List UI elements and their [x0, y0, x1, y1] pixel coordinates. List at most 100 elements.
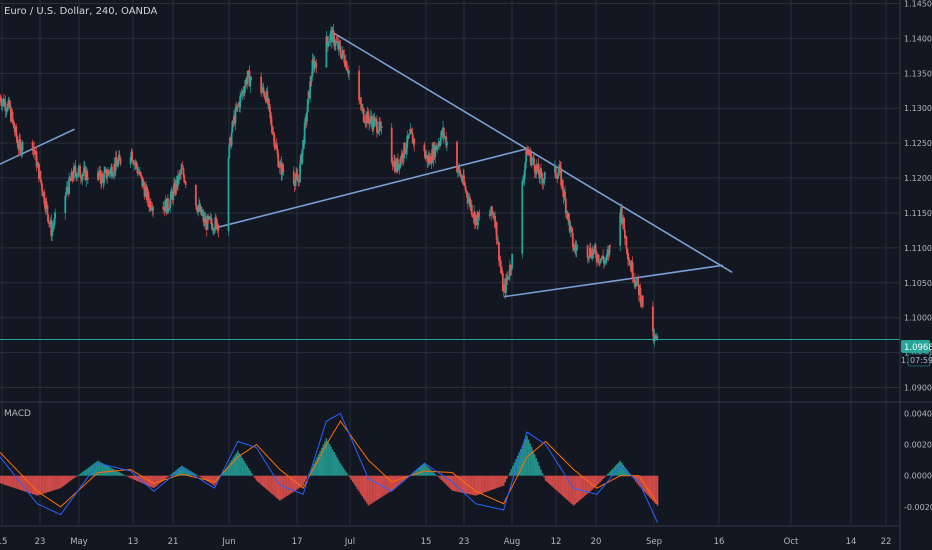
candle-body — [53, 218, 56, 226]
candle-body — [271, 125, 273, 133]
candle-body — [12, 119, 15, 122]
macd-hist-bar — [44, 475, 46, 494]
candle-body — [77, 168, 80, 175]
macd-hist-bar — [387, 475, 390, 493]
candle-body — [429, 156, 432, 164]
candle-body — [194, 184, 197, 205]
candle-body — [628, 260, 631, 266]
macd-hist-bar — [25, 475, 28, 492]
macd-hist-bar — [191, 472, 194, 476]
macd-hist-bar — [656, 475, 659, 506]
candle-body — [294, 179, 297, 187]
macd-signal-line — [0, 420, 658, 508]
time-tick-label: 17 — [292, 537, 303, 547]
macd-hist-bar — [389, 475, 391, 492]
candle-body — [315, 63, 318, 68]
candle-body — [260, 76, 263, 94]
macd-hist-bar — [322, 444, 325, 476]
price-axis[interactable]: 1.14500 1.14000 1.13500 1.13000 1.12500 1.120… — [904, 0, 932, 393]
candle-body — [459, 170, 462, 176]
macd-hist-bar — [384, 475, 387, 495]
candle-body — [168, 208, 171, 210]
macd-hist-bar — [104, 464, 107, 476]
candle-body — [75, 172, 78, 178]
macd-hist-bar — [153, 475, 155, 489]
macd-hist-bar — [272, 475, 275, 496]
candle-body — [311, 59, 314, 77]
macd-hist-bar — [325, 438, 328, 476]
macd-hist-bar — [397, 475, 399, 486]
candle-body — [69, 177, 71, 181]
macd-hist-bar — [366, 475, 368, 504]
macd-hist-bar — [617, 462, 620, 476]
candle-body — [627, 259, 630, 261]
candle-body — [410, 128, 413, 133]
macd-hist-bar — [258, 475, 261, 484]
trendline — [218, 147, 528, 228]
macd-hist-bar — [603, 475, 606, 478]
macd-hist-bar — [594, 475, 597, 487]
candle-body — [310, 76, 313, 82]
macd-hist-bar — [291, 475, 294, 493]
macd-hist-bar — [423, 463, 426, 476]
macd-hist-bar — [610, 470, 612, 476]
macd-hist-bar — [181, 465, 183, 476]
time-axis[interactable]: 15 23 May 13 21 Jun 17 Jul 15 23 Aug 12 20 Sep 16 Oct 14… — [0, 537, 891, 547]
macd-hist-bar — [10, 475, 12, 487]
macd-hist-bar — [48, 475, 51, 492]
candle-body — [438, 143, 441, 145]
macd-hist-bar — [501, 475, 503, 487]
candle-body — [81, 175, 84, 181]
macd-hist-bar — [530, 447, 533, 476]
candle-body — [302, 140, 305, 150]
candle-body — [634, 279, 636, 284]
candle-body — [37, 162, 39, 164]
candle-body — [115, 157, 118, 164]
macd-hist-bar — [647, 475, 649, 496]
macd-hist-bar — [330, 446, 332, 476]
macd-hist-bar — [558, 475, 561, 494]
macd-hist-bar — [275, 475, 278, 498]
candle-body — [118, 154, 121, 159]
macd-hist-bar — [491, 475, 494, 490]
macd-hist-bar — [348, 475, 351, 478]
candle-body — [587, 257, 590, 259]
candle-body — [184, 182, 187, 185]
macd-hist-bar — [592, 475, 595, 489]
macd-hist-bar — [474, 475, 477, 496]
candle-body — [309, 81, 312, 99]
candle-body — [499, 260, 502, 267]
macd-hist-bar — [282, 475, 284, 499]
macd-hist-bar — [435, 475, 438, 477]
macd-hist-bar — [578, 475, 581, 501]
candle-body — [312, 59, 315, 62]
macd-hist-bar — [317, 454, 320, 476]
candle-body — [79, 166, 81, 177]
macd-hist-bar — [454, 475, 457, 492]
candle-body — [411, 132, 413, 134]
candle-body — [627, 253, 629, 260]
last-price-value: 1.09688 — [904, 343, 932, 353]
macd-hist-bar — [285, 475, 287, 497]
candle-body — [542, 180, 545, 184]
candle-body — [568, 213, 570, 220]
candle-body — [177, 174, 180, 184]
macd-hist-bar — [519, 449, 522, 476]
macd-hist-bar — [235, 453, 238, 476]
macd-hist-bar — [288, 475, 290, 495]
macd-hist-bar — [232, 457, 234, 476]
macd-hist-bar — [261, 475, 264, 486]
macd-hist-bar — [5, 475, 8, 486]
macd-hist-bar — [303, 475, 306, 483]
macd-hist-bar — [94, 463, 96, 476]
macd-hist-bar — [126, 475, 129, 477]
candle-body — [240, 94, 243, 96]
candle-body — [458, 166, 461, 171]
candle-body — [272, 133, 275, 135]
time-tick-label: 23 — [459, 537, 470, 547]
macd-hist-bar — [481, 475, 483, 494]
macd-hist-bar — [117, 471, 119, 476]
candle-body — [380, 126, 383, 128]
